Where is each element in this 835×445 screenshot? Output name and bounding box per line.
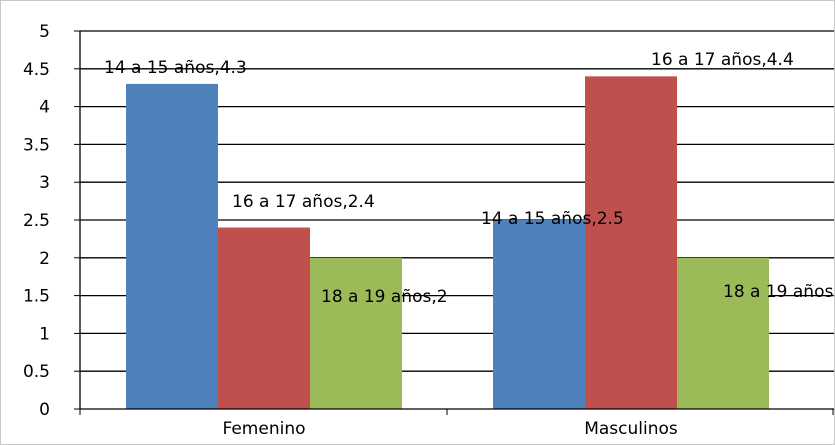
data-label: 16 a 17 años,2.4 — [232, 192, 375, 212]
labels: 0 0.5 1 1.5 2 2.5 3 3.5 4 4.5 5 Femenino Masculinos 1… — [23, 22, 834, 439]
y-tick-label: 3.5 — [23, 135, 50, 155]
data-label: 18 a 19 años,2 — [723, 282, 834, 302]
y-tick-label: 2.5 — [23, 211, 50, 231]
y-tick-label: 2 — [39, 249, 50, 269]
y-tick-label: 0.5 — [23, 362, 50, 382]
y-tick-label: 5 — [39, 22, 50, 42]
axes — [74, 30, 834, 415]
bar — [218, 227, 310, 409]
data-label: 18 a 19 años,2 — [321, 287, 448, 307]
bar — [126, 83, 218, 410]
y-tick-label: 1 — [39, 324, 50, 344]
bars — [126, 76, 769, 410]
y-tick-label: 4.5 — [23, 60, 50, 80]
bar — [310, 257, 402, 409]
bar — [677, 257, 769, 409]
category-label: Masculinos — [584, 419, 678, 439]
y-tick-label: 4 — [39, 98, 50, 118]
data-label: 16 a 17 años,4.4 — [651, 50, 794, 70]
data-label: 14 a 15 años,4.3 — [104, 58, 247, 78]
y-tick-label: 3 — [39, 173, 50, 193]
data-label: 14 a 15 años,2.5 — [481, 209, 624, 229]
y-tick-label: 1.5 — [23, 287, 50, 307]
y-tick-label: 0 — [39, 400, 50, 420]
bar — [585, 76, 677, 410]
bar — [493, 220, 585, 409]
category-label: Femenino — [223, 419, 306, 439]
